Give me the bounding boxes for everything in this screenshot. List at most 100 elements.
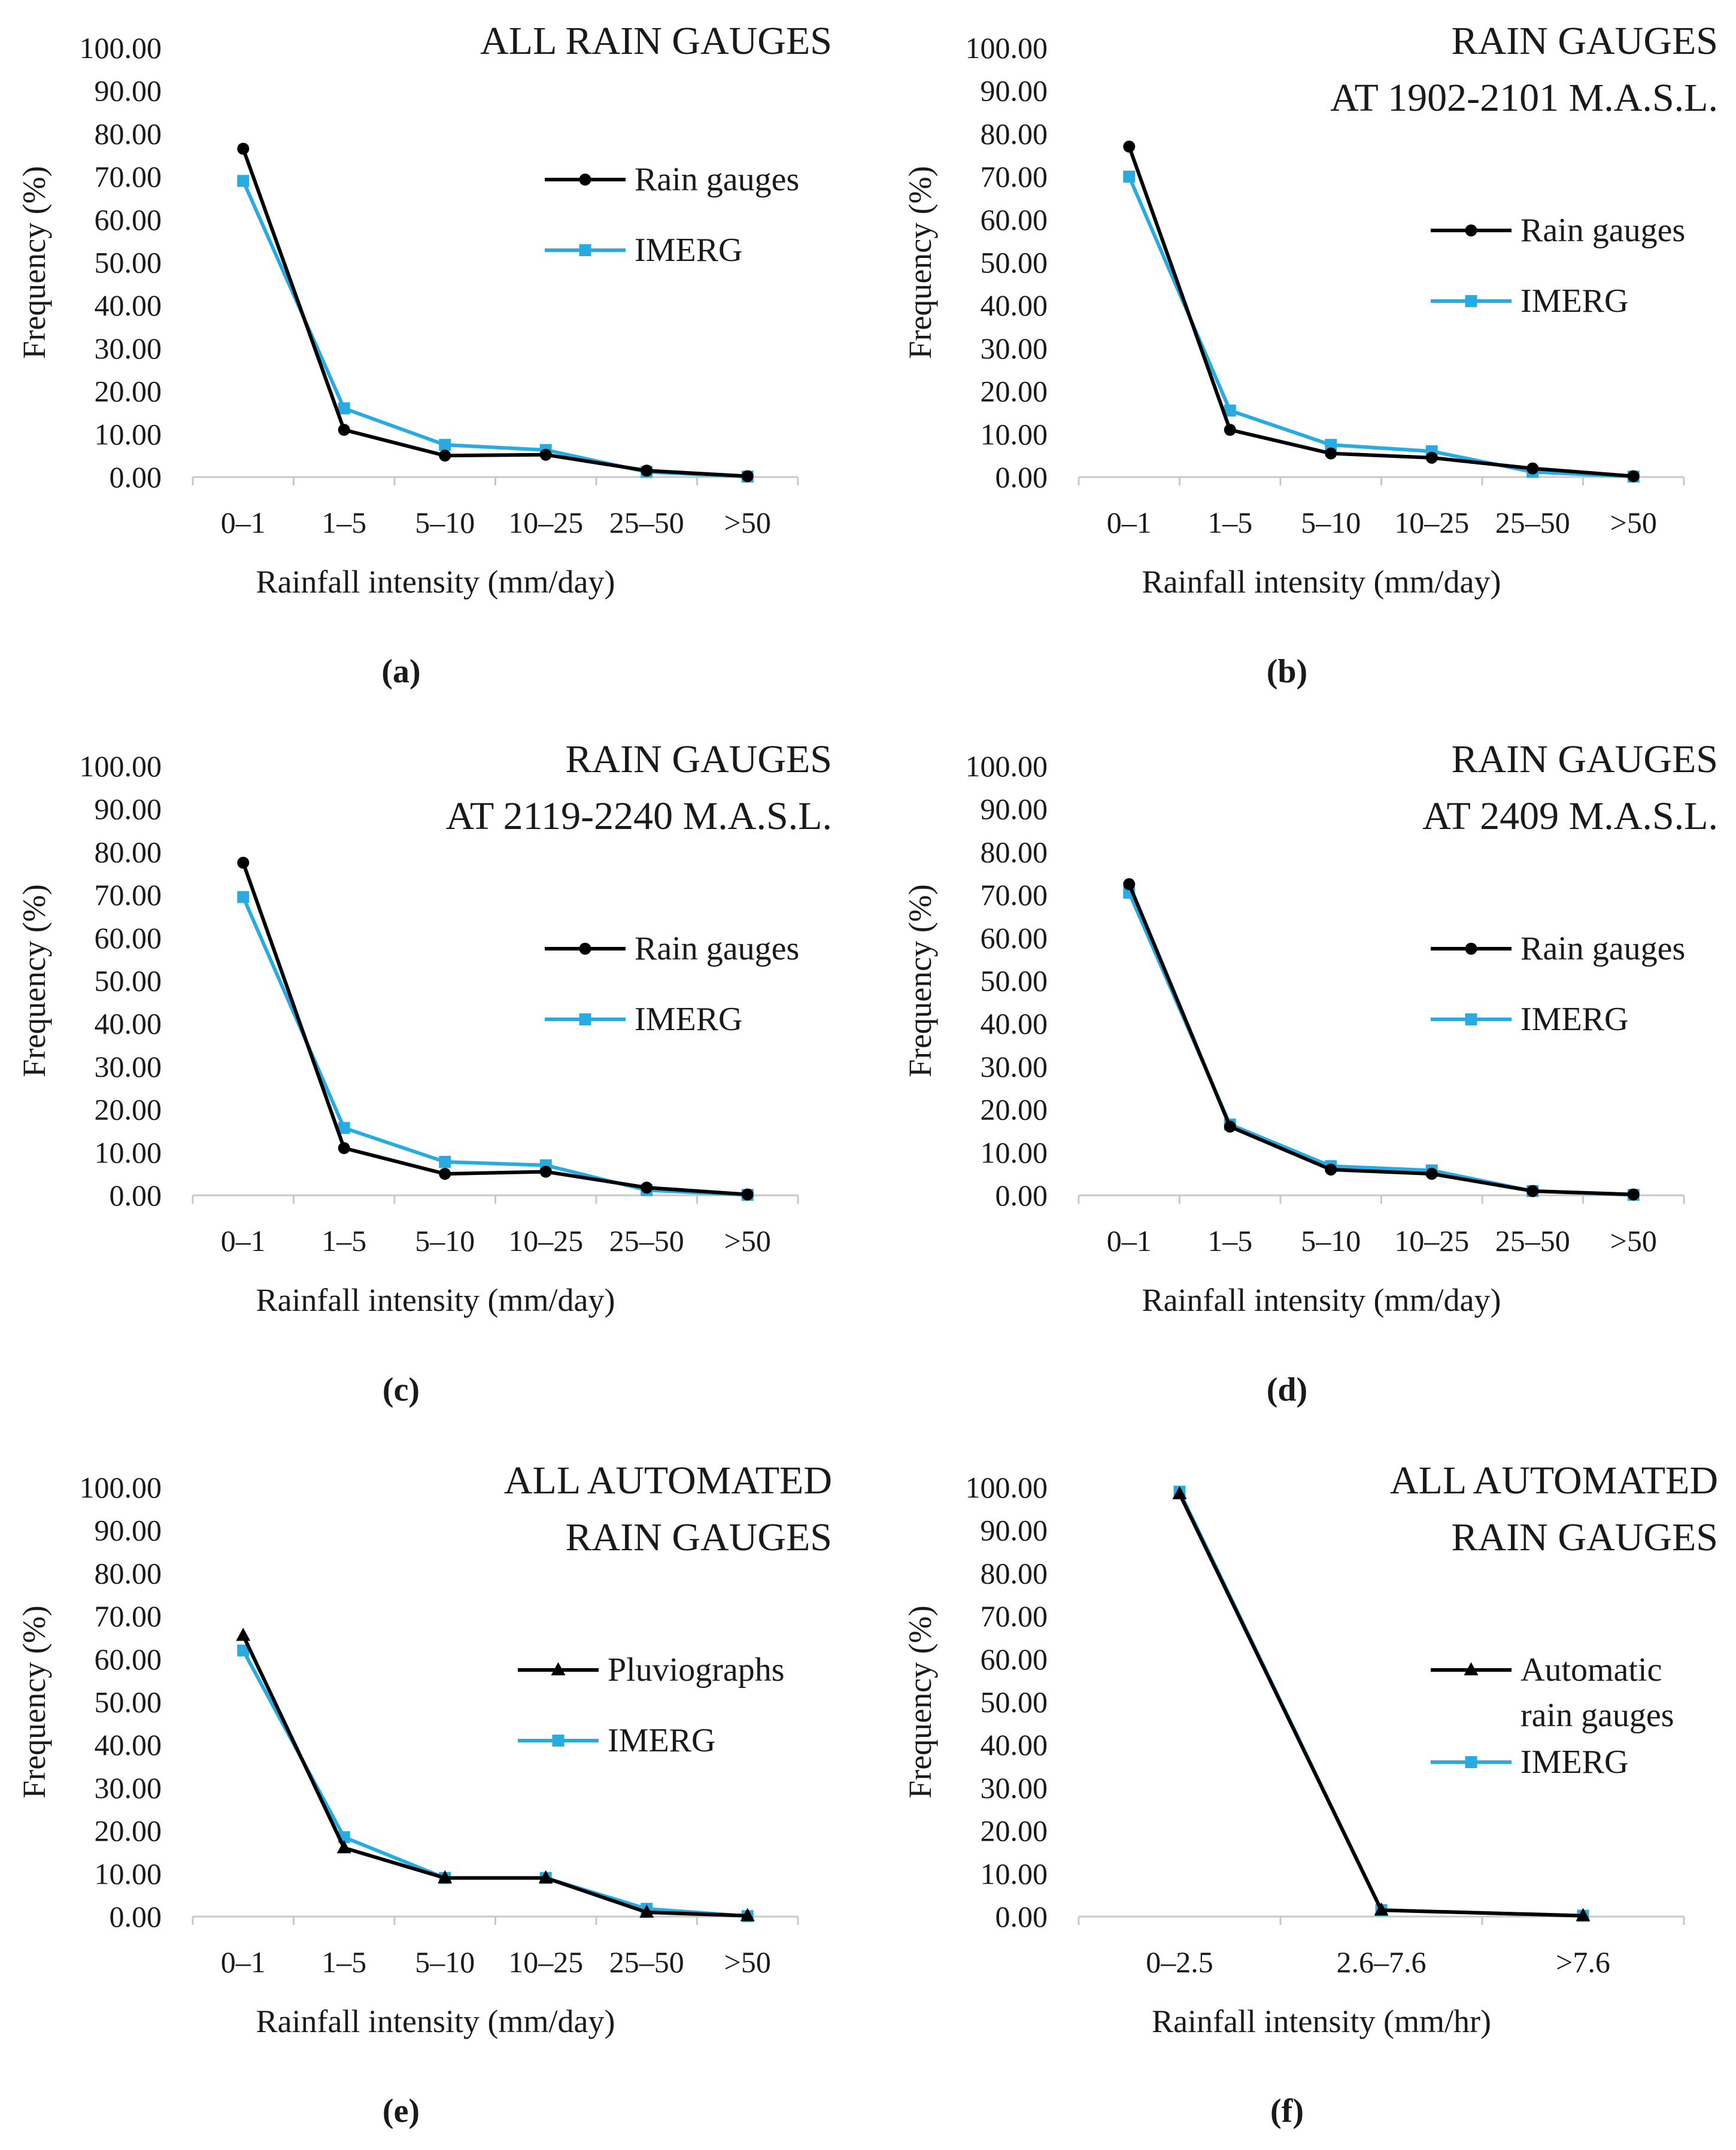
y-tick-label: 60.00 [981,1642,1048,1676]
x-tick-label: 25–50 [1495,506,1570,539]
x-axis-label: Rainfall intensity (mm/day) [256,2003,615,2039]
y-tick-label: 80.00 [95,1556,162,1590]
series-line [241,896,748,1197]
x-tick-label: >50 [724,1945,771,1979]
panel-label: (d) [1267,1371,1307,1408]
data-point [439,439,451,451]
y-tick-label: 30.00 [95,1771,162,1805]
x-tick-label: 0–2.5 [1146,1945,1213,1979]
data-point [1224,1120,1236,1133]
y-tick-label: 50.00 [95,964,162,998]
x-tick-label: 5–10 [415,1224,475,1258]
x-tick-label: 5–10 [1301,506,1361,539]
y-tick-label: 30.00 [981,1050,1048,1083]
legend-marker [551,1662,566,1675]
data-point [1123,171,1136,183]
data-point [1425,451,1438,464]
y-tick-label: 100.00 [80,1471,162,1504]
x-tick-label: >50 [1610,1224,1657,1258]
series-line [1127,145,1634,478]
chart-panel-3: 0.00 10.00 20.00 30.00 40.00 50.00 60.00 70.00 8… [16,737,832,1408]
data-point [641,464,653,477]
y-tick-label: 60.00 [95,1642,162,1676]
data-point [1526,462,1539,475]
series-line [241,180,748,479]
chart-title: ALL RAIN GAUGES [480,19,832,63]
legend-marker [579,943,591,955]
x-tick-label: 25–50 [1495,1224,1570,1258]
chart-title: RAIN GAUGES [566,1516,833,1559]
x-tick-label: 1–5 [321,1945,366,1979]
data-point [1425,1168,1438,1180]
y-tick-label: 20.00 [95,1093,162,1126]
y-tick-label: 40.00 [981,1728,1048,1762]
y-tick-label: 90.00 [95,74,162,108]
x-tick-label: 1–5 [1207,1224,1252,1258]
chart-title: RAIN GAUGES [1452,19,1719,63]
chart-panel-2: 0.00 10.00 20.00 30.00 40.00 50.00 60.00 70.00 8… [902,19,1718,690]
y-axis-label: Frequency (%) [16,1605,52,1798]
panel-label: (f) [1270,2093,1304,2130]
legend-marker [579,174,591,186]
data-point [741,1188,754,1201]
x-tick-label: 10–25 [1394,1224,1469,1258]
y-tick-label: 60.00 [981,921,1048,955]
x-tick-label: 0–1 [221,1945,266,1979]
y-tick-label: 40.00 [95,289,162,322]
data-point [1325,447,1337,460]
chart-title: ALL AUTOMATED [504,1459,832,1502]
y-tick-label: 70.00 [95,160,162,193]
y-axis-label: Frequency (%) [16,166,52,359]
data-point [237,891,250,903]
x-tick-label: 5–10 [1301,1224,1361,1258]
y-tick-label: 60.00 [981,203,1048,236]
legend-marker [1465,295,1477,307]
series-line [1127,175,1634,479]
legend-label: rain gauges [1520,1697,1674,1734]
x-tick-label: 10–25 [508,1224,583,1258]
x-axis-label: Rainfall intensity (mm/day) [1142,564,1501,600]
y-tick-label: 50.00 [95,246,162,280]
panel-label: (e) [383,2093,420,2130]
y-tick-label: 10.00 [95,1857,162,1890]
x-tick-label: 5–10 [415,506,475,539]
y-axis-label: Frequency (%) [902,884,938,1077]
x-tick-label: 1–5 [1207,506,1252,539]
series-line [1127,883,1634,1197]
y-tick-label: 100.00 [80,749,162,783]
legend-label: IMERG [1520,283,1628,320]
legend-marker [1465,224,1477,236]
legend-marker [1465,943,1477,955]
legend-label: IMERG [635,232,742,269]
series-line [241,1635,748,1918]
x-tick-label: 5–10 [415,1945,475,1979]
y-tick-label: 20.00 [981,1814,1048,1848]
y-tick-label: 60.00 [95,921,162,955]
data-point [338,424,350,436]
y-tick-label: 50.00 [981,964,1048,998]
legend-marker [1465,1756,1477,1768]
panel-label: (c) [383,1371,420,1408]
y-tick-label: 80.00 [981,1556,1048,1590]
y-tick-label: 40.00 [95,1007,162,1040]
y-tick-label: 80.00 [95,835,162,868]
x-tick-label: >50 [1610,506,1657,539]
x-axis-label: Rainfall intensity (mm/day) [1142,1282,1501,1318]
x-tick-label: 25–50 [609,506,684,539]
data-point [338,1122,350,1134]
data-point [1526,1185,1539,1197]
y-tick-label: 40.00 [981,289,1048,322]
y-tick-label: 0.00 [110,1179,162,1212]
legend-marker [552,1735,564,1747]
chart-title: ALL AUTOMATED [1390,1459,1718,1502]
y-tick-label: 0.00 [110,1900,162,1933]
data-point [639,1904,654,1918]
y-tick-label: 100.00 [80,31,162,65]
y-tick-label: 20.00 [95,1814,162,1848]
y-tick-label: 100.00 [966,749,1048,783]
panel-label: (a) [381,653,420,690]
y-axis-label: Frequency (%) [902,1605,938,1798]
x-tick-label: 0–1 [1107,1224,1152,1258]
legend-marker [1464,1662,1479,1675]
